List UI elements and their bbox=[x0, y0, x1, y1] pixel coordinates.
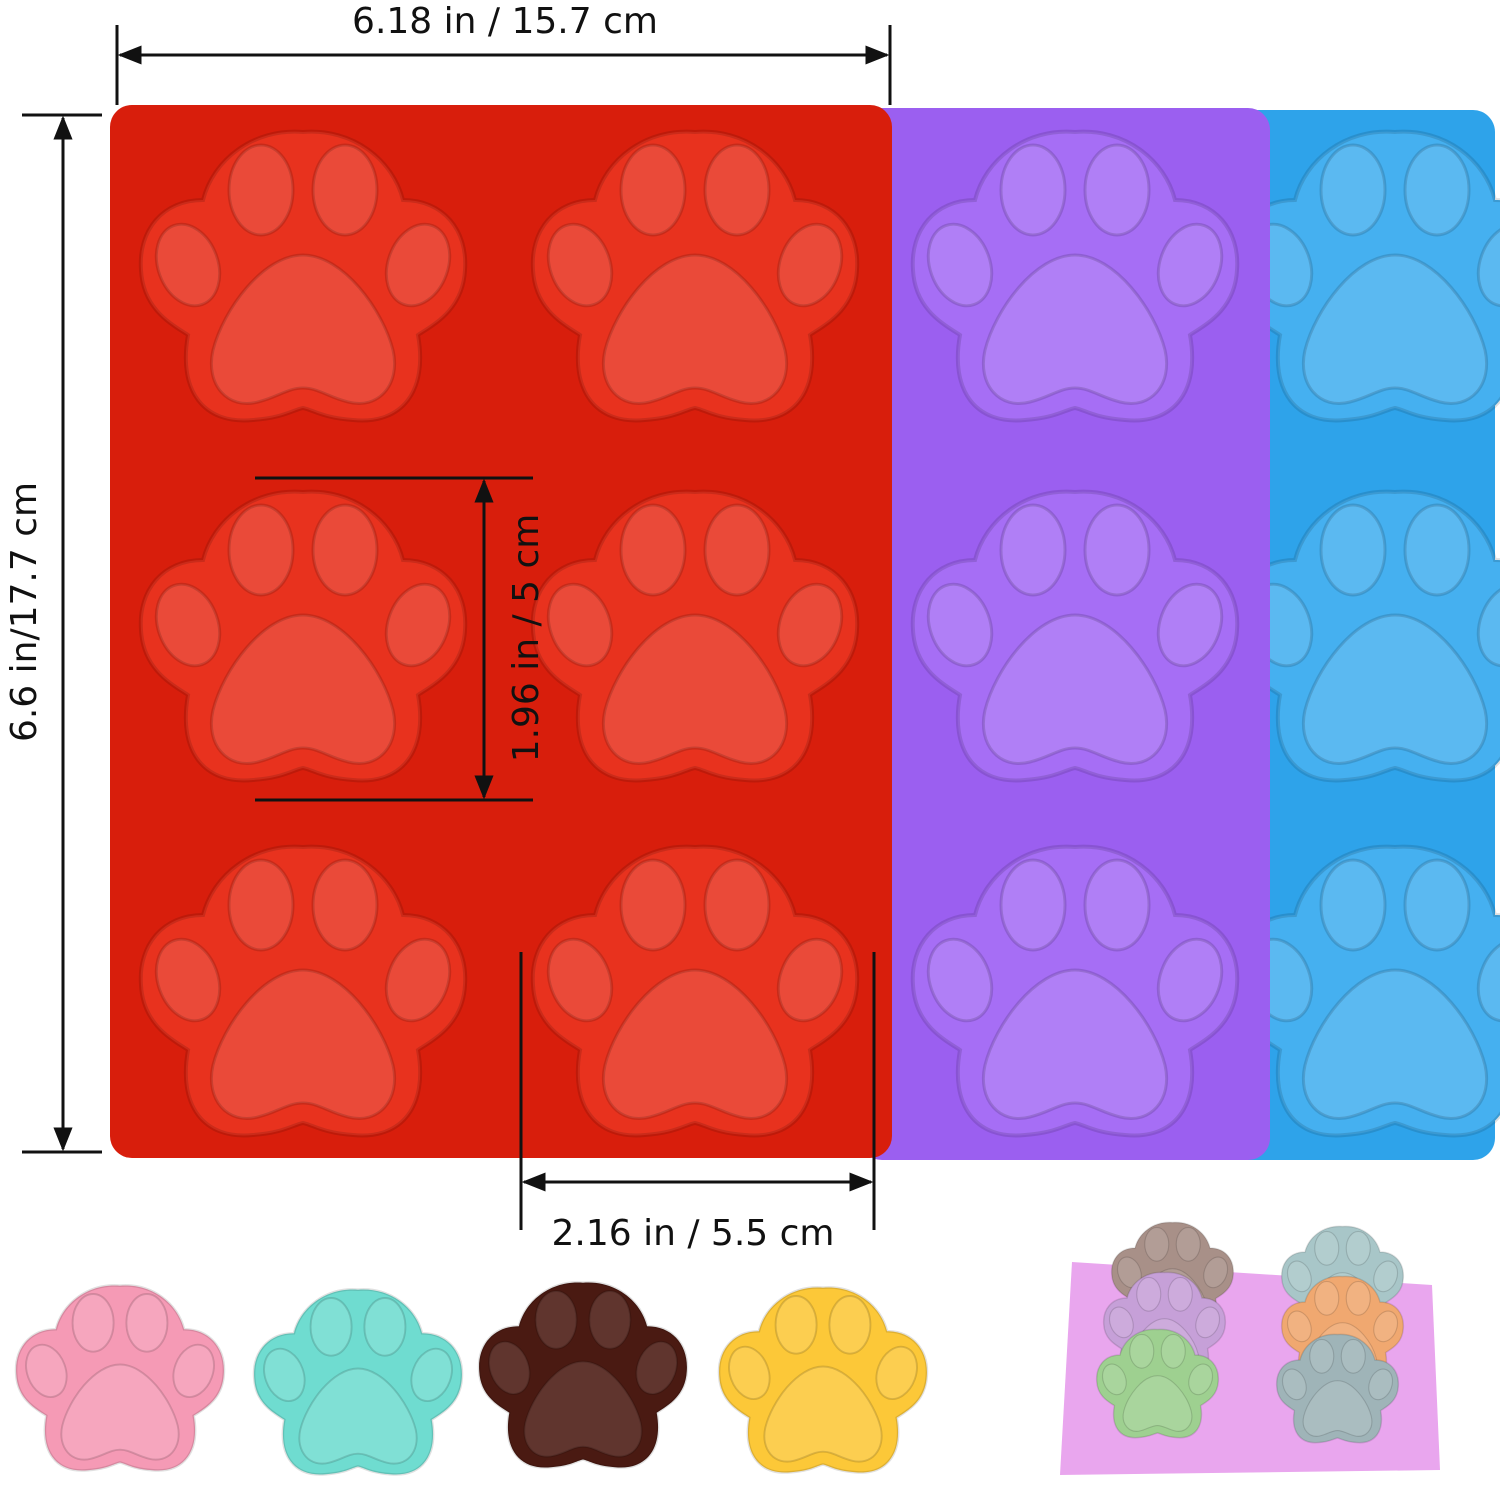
brown-paw-treat bbox=[477, 1281, 689, 1469]
cavity-width-label: 2.16 in / 5.5 cm bbox=[552, 1213, 835, 1254]
cavity-height-label: 1.96 in / 5 cm bbox=[506, 514, 547, 763]
mini-tray bbox=[1060, 1221, 1440, 1475]
dimension-tray-height: 6.6 in/17.7 cm bbox=[4, 113, 102, 1154]
purple-tray bbox=[860, 108, 1270, 1160]
pink-paw-treat bbox=[14, 1284, 226, 1472]
dimension-tray-width: 6.18 in / 15.7 cm bbox=[115, 1, 892, 105]
yellow-paw-treat bbox=[717, 1286, 929, 1474]
tray-height-label: 6.6 in/17.7 cm bbox=[4, 482, 45, 742]
teal-paw-treat bbox=[252, 1288, 464, 1476]
dimension-cavity-height: 1.96 in / 5 cm bbox=[255, 476, 547, 802]
sample-treats bbox=[14, 1281, 929, 1476]
tray-width-label: 6.18 in / 15.7 cm bbox=[352, 1, 658, 42]
blue-tray bbox=[1225, 110, 1500, 1160]
dimension-cavity-width: 2.16 in / 5.5 cm bbox=[519, 952, 876, 1254]
red-tray bbox=[110, 105, 892, 1158]
